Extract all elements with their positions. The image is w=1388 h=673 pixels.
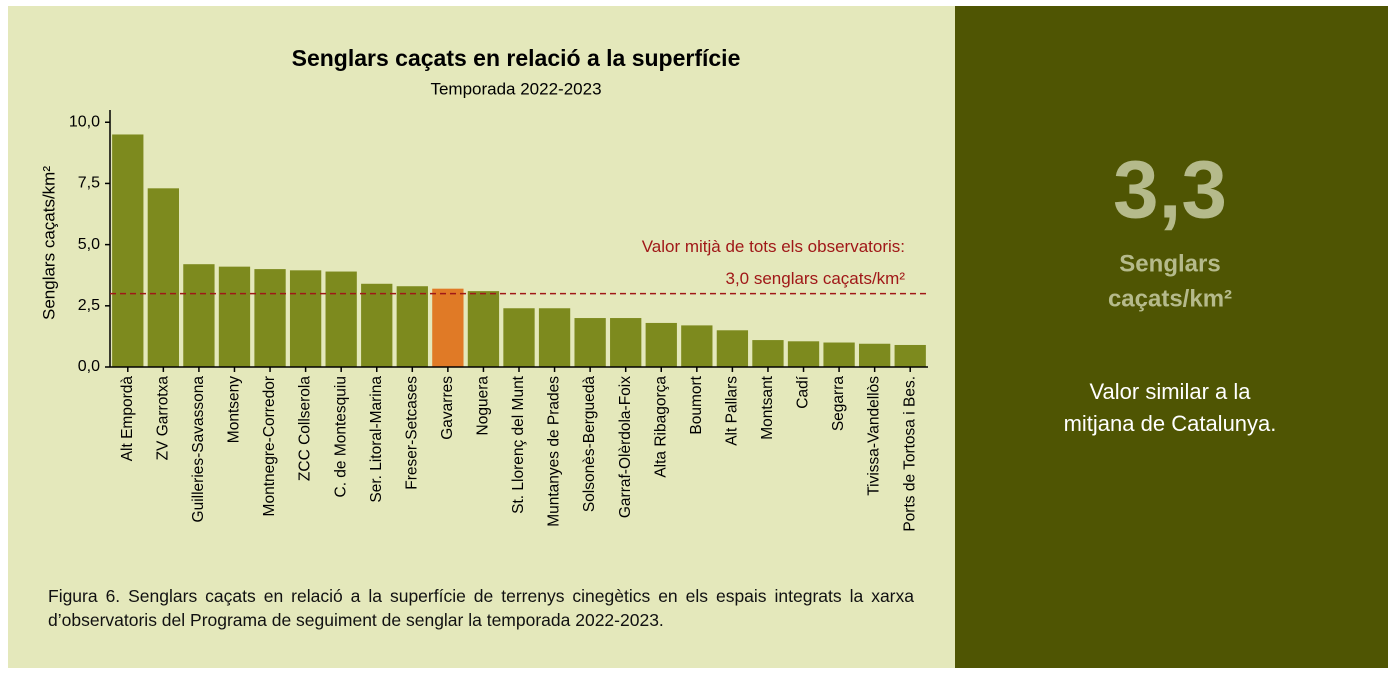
bar [361,283,393,367]
bar [787,341,820,367]
x-tick-label: C. de Montesquiu [332,376,349,498]
chart-panel: Senglars caçats en relació a la superfíc… [8,6,955,668]
y-tick-label: 5,0 [78,236,100,253]
x-tick-label: Noguera [475,376,492,436]
big-value: 3,3 [1113,145,1227,236]
bar [574,318,606,367]
y-axis-label: Senglars caçats/km² [39,166,58,320]
x-tick-label: Gavarres [439,376,456,440]
bar [289,270,322,367]
bar [147,188,179,367]
unit-line: Senglars [1119,250,1220,277]
bar [716,330,749,367]
x-tick-label: St. Llorenç del Munt [510,375,527,514]
bar [325,271,357,367]
bar [538,308,571,367]
bar [681,325,713,367]
bar [645,322,677,367]
y-tick-label: 0,0 [78,358,100,375]
x-tick-label: Garraf-Olèrdola-Foix [617,376,634,518]
bar [859,343,891,367]
side-panel: 3,3 Senglars caçats/km² Valor similar a … [955,6,1388,668]
side-graphic: 3,3 Senglars caçats/km² Valor similar a … [1064,145,1277,436]
chart: Senglars caçats en relació a la superfíc… [39,45,928,532]
x-tick-label: Muntanyes de Prades [546,376,563,527]
bar [432,288,464,367]
bar [467,291,500,367]
x-tick-label: Boumort [688,375,705,434]
bar [254,269,286,367]
unit-line: caçats/km² [1108,285,1232,312]
x-tick-label: Solsonès-Berguedà [581,376,598,513]
x-tick-label: Segarra [830,376,847,432]
reference-label: 3,0 senglars caçats/km² [725,269,905,288]
bar [396,286,428,367]
x-tick-label: Ser. Litoral-Marina [368,376,385,503]
x-tick-label: Ports de Tortosa i Bes. [901,376,918,532]
bar [752,340,784,367]
x-tick-label: Montnegre-Corredor [261,376,278,516]
bar [823,342,855,367]
x-tick-label: Montsant [759,375,776,439]
bar [218,266,251,367]
bar [503,308,535,367]
y-tick-label: 10,0 [69,113,100,130]
bar [112,134,144,367]
caption: Figura 6. Senglars caçats en relació a l… [48,586,914,630]
x-tick-label: Alt Empordà [119,376,136,462]
note-line: mitjana de Catalunya. [1064,411,1277,436]
bar [183,264,215,367]
x-tick-label: Montseny [226,376,243,443]
x-tick-label: Alta Ribagorça [652,376,669,478]
note-line: Valor similar a la [1090,379,1252,404]
chart-title: Senglars caçats en relació a la superfíc… [292,45,741,71]
x-tick-label: Cadí [795,375,812,408]
bar [610,318,642,367]
x-tick-label: Alt Pallars [723,376,740,446]
x-tick-label: Guilleries-Savassona [190,376,207,523]
x-tick-label: ZCC Collserola [297,376,314,481]
reference-label: Valor mitjà de tots els observatoris: [642,237,905,256]
y-tick-label: 2,5 [78,297,100,314]
y-tick-label: 7,5 [78,175,100,192]
chart-subtitle: Temporada 2022-2023 [430,79,601,98]
x-tick-label: Freser-Setcases [403,376,420,490]
x-tick-label: Tivissa-Vandellòs [866,376,883,496]
x-tick-label: ZV Garrotxa [154,376,171,461]
bar [894,344,926,367]
